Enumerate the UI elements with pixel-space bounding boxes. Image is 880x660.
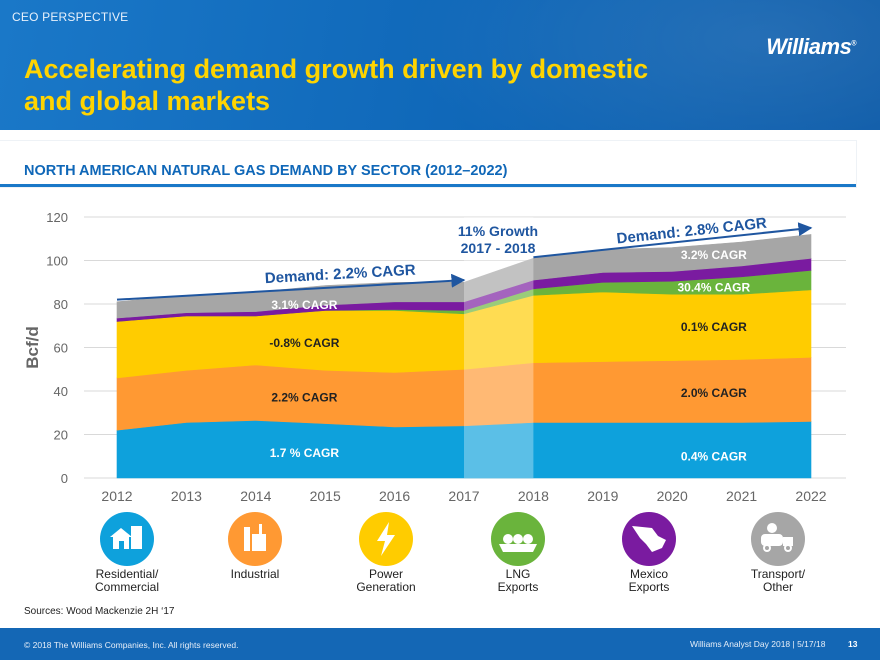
cagr-label: 3.2% CAGR	[681, 248, 747, 262]
x-tick-label: 2019	[587, 488, 618, 504]
cagr-label: 1.7 % CAGR	[270, 446, 340, 460]
growth-note-line-1: 11% Growth	[458, 223, 538, 239]
area-series-transport	[116, 234, 812, 319]
x-tick-label: 2022	[795, 488, 826, 504]
legend-label-line-1: Transport/	[750, 567, 806, 581]
lightning-icon	[359, 512, 413, 566]
legend-label-line-1: Industrial	[230, 567, 280, 581]
mexico-map-icon	[622, 512, 676, 566]
legend-label-line-2: Exports	[497, 580, 539, 594]
legend-label-line-2: Commercial	[94, 580, 159, 594]
section-kicker: CEO PERSPECTIVE	[12, 10, 129, 24]
x-tick-label: 2012	[101, 488, 132, 504]
x-tick-label: 2014	[240, 488, 271, 504]
page-number: 13	[848, 639, 858, 649]
growth-note-line-2: 2017 - 2018	[461, 240, 536, 256]
legend-label-line-1: Mexico	[629, 567, 668, 581]
legend-label-residential: Residential/Commercial	[67, 568, 187, 594]
y-tick-label: 100	[46, 254, 68, 269]
x-tick-label: 2018	[518, 488, 549, 504]
demand-arrow-2	[533, 222, 813, 259]
header-banner: CEO PERSPECTIVE Accelerating demand grow…	[0, 0, 880, 130]
y-axis-label: Bcf/d	[23, 326, 42, 369]
cagr-label: 30.4% CAGR	[677, 281, 750, 295]
legend-label-line-1: Residential/	[95, 567, 159, 581]
page-title: Accelerating demand growth driven by dom…	[24, 53, 744, 117]
cagr-label: 3.1% CAGR	[271, 298, 337, 312]
factory-icon	[228, 512, 282, 566]
legend-label-line-2: Exports	[628, 580, 670, 594]
truck-icon	[751, 512, 805, 566]
event-date: Williams Analyst Day 2018 | 5/17/18	[690, 639, 826, 649]
y-tick-label: 80	[54, 297, 68, 312]
legend-label-line-1: LNG	[505, 567, 531, 581]
legend-label-transport: Transport/Other	[718, 568, 838, 594]
legend-label-lng: LNG Exports	[458, 568, 578, 594]
logo-text: Williams	[766, 34, 852, 59]
x-tick-label: 2016	[379, 488, 410, 504]
x-tick-label: 2021	[726, 488, 757, 504]
house-icon	[100, 512, 154, 566]
legend-label-line-2: Generation	[356, 580, 416, 594]
cagr-label: -0.8% CAGR	[269, 336, 339, 350]
legend-label-power: Power Generation	[326, 568, 446, 594]
chart-title: NORTH AMERICAN NATURAL GAS DEMAND BY SEC…	[24, 163, 508, 179]
y-tick-label: 120	[46, 210, 68, 225]
legend-label-line-2: Other	[762, 580, 793, 594]
cagr-label: 2.2% CAGR	[271, 391, 337, 405]
x-tick-label: 2013	[171, 488, 202, 504]
lng-ship-icon	[491, 512, 545, 566]
cagr-label: 0.1% CAGR	[681, 320, 747, 334]
section-frame	[0, 140, 857, 188]
legend-label-line-1: Power	[368, 567, 403, 581]
x-tick-label: 2017	[448, 488, 479, 504]
sources-note: Sources: Wood Mackenzie 2H ‘17	[24, 606, 175, 617]
footer-bar: © 2018 The Williams Companies, Inc. All …	[0, 628, 880, 660]
page-title-line-1: Accelerating demand growth driven by dom…	[24, 54, 649, 84]
growth-highlight-band	[464, 217, 534, 478]
y-tick-label: 40	[54, 384, 68, 399]
cagr-label: 2.0% CAGR	[681, 386, 747, 400]
legend-label-industrial: Industrial	[195, 568, 315, 581]
header-shade	[400, 0, 880, 130]
cagr-label: 0.4% CAGR	[681, 449, 747, 463]
y-tick-label: 0	[61, 471, 68, 486]
legend-label-mexico: Mexico Exports	[589, 568, 709, 594]
demand-arrow-1	[116, 273, 466, 301]
copyright-text: © 2018 The Williams Companies, Inc. All …	[24, 640, 239, 650]
chart-title-underline	[0, 184, 856, 187]
x-tick-label: 2020	[657, 488, 688, 504]
x-tick-label: 2015	[310, 488, 341, 504]
williams-logo: Williams®	[766, 34, 856, 59]
page-title-line-2: and global markets	[24, 86, 271, 116]
y-tick-label: 60	[54, 341, 68, 356]
y-tick-label: 20	[54, 428, 68, 443]
